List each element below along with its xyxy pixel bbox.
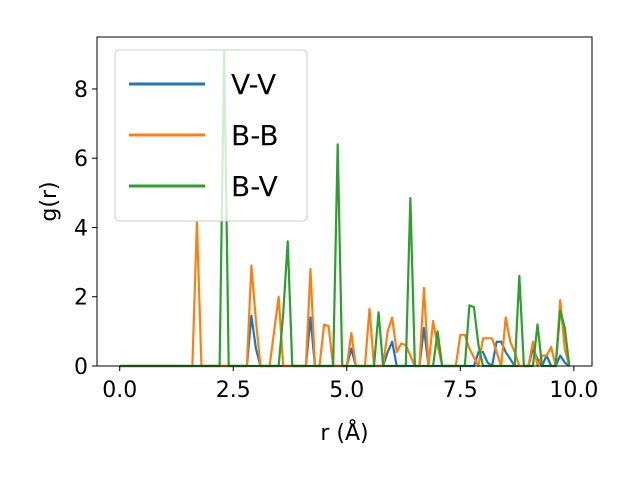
series-line-b-v [119,49,571,368]
y-axis-label: g(r) [37,181,62,221]
legend-box [114,49,308,222]
plot-frame [96,36,593,367]
y-tick-label: 6 [74,147,88,172]
legend-label-b-v: B-V [231,170,278,203]
y-tick-label: 8 [74,78,88,103]
legend-label-b-b: B-B [231,119,279,152]
x-ticks: 0.0 2.5 5.0 7.5 10.0 [102,366,598,403]
x-tick-label: 5.0 [329,378,364,403]
x-tick-label: 0.0 [102,378,137,403]
x-tick-label: 7.5 [443,378,478,403]
y-tick-label: 2 [74,286,88,311]
y-ticks: 0 2 4 6 8 [74,78,97,380]
y-tick-label: 0 [74,355,88,380]
x-tick-label: 10.0 [549,378,598,403]
legend-label-v-v: V-V [231,68,276,101]
x-axis-label: r (Å) [320,419,368,446]
x-tick-label: 2.5 [216,378,251,403]
series-line-v-v [119,314,570,368]
legend: V-V B-B B-V [114,49,308,222]
y-tick-label: 4 [74,216,88,241]
